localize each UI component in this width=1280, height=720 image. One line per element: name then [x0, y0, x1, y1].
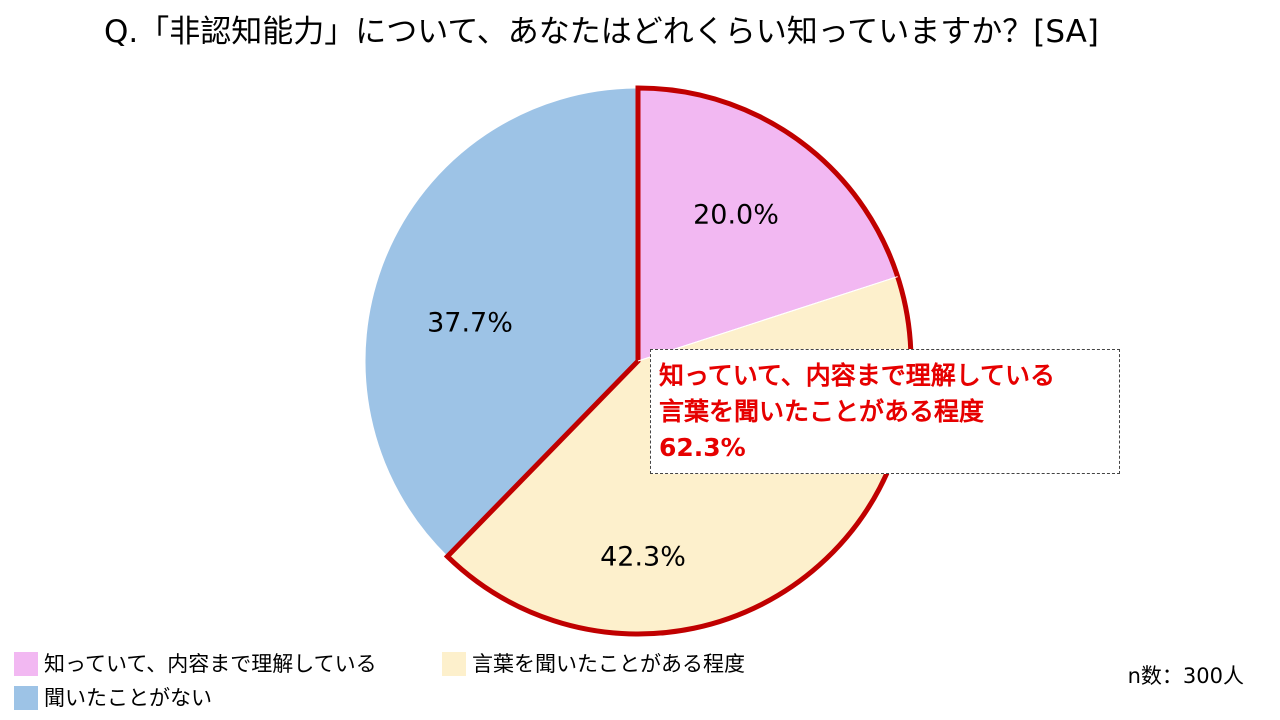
- label-heard-word: 42.3%: [600, 542, 686, 573]
- label-understand: 20.0%: [693, 200, 779, 231]
- label-never-heard: 37.7%: [427, 308, 513, 339]
- chart-title: Q.「非認知能力」について、あなたはどれくらい知っていますか？[SA]: [104, 14, 1099, 50]
- legend-item-heard-word: 言葉を聞いたことがある程度: [442, 648, 745, 680]
- legend-item-understand: 知っていて、内容まで理解している: [14, 648, 377, 680]
- legend-label-never-heard: 聞いたことがない: [44, 686, 212, 710]
- callout-value: 62.3%: [659, 433, 746, 462]
- highlight-callout: 知っていて、内容まで理解している 言葉を聞いたことがある程度 62.3%: [650, 349, 1120, 474]
- sample-size: n数：300人: [1127, 664, 1244, 688]
- legend-swatch-never-heard: [14, 686, 38, 710]
- legend-item-never-heard: 聞いたことがない: [14, 682, 212, 714]
- callout-line-1: 知っていて、内容まで理解している: [659, 361, 1056, 390]
- legend-swatch-understand: [14, 652, 38, 676]
- legend-swatch-heard-word: [442, 652, 466, 676]
- slice-divider: [637, 276, 898, 362]
- legend-label-understand: 知っていて、内容まで理解している: [44, 652, 377, 676]
- legend-label-heard-word: 言葉を聞いたことがある程度: [472, 652, 745, 676]
- callout-line-2: 言葉を聞いたことがある程度: [659, 397, 985, 426]
- slice-never-heard: [364, 87, 639, 558]
